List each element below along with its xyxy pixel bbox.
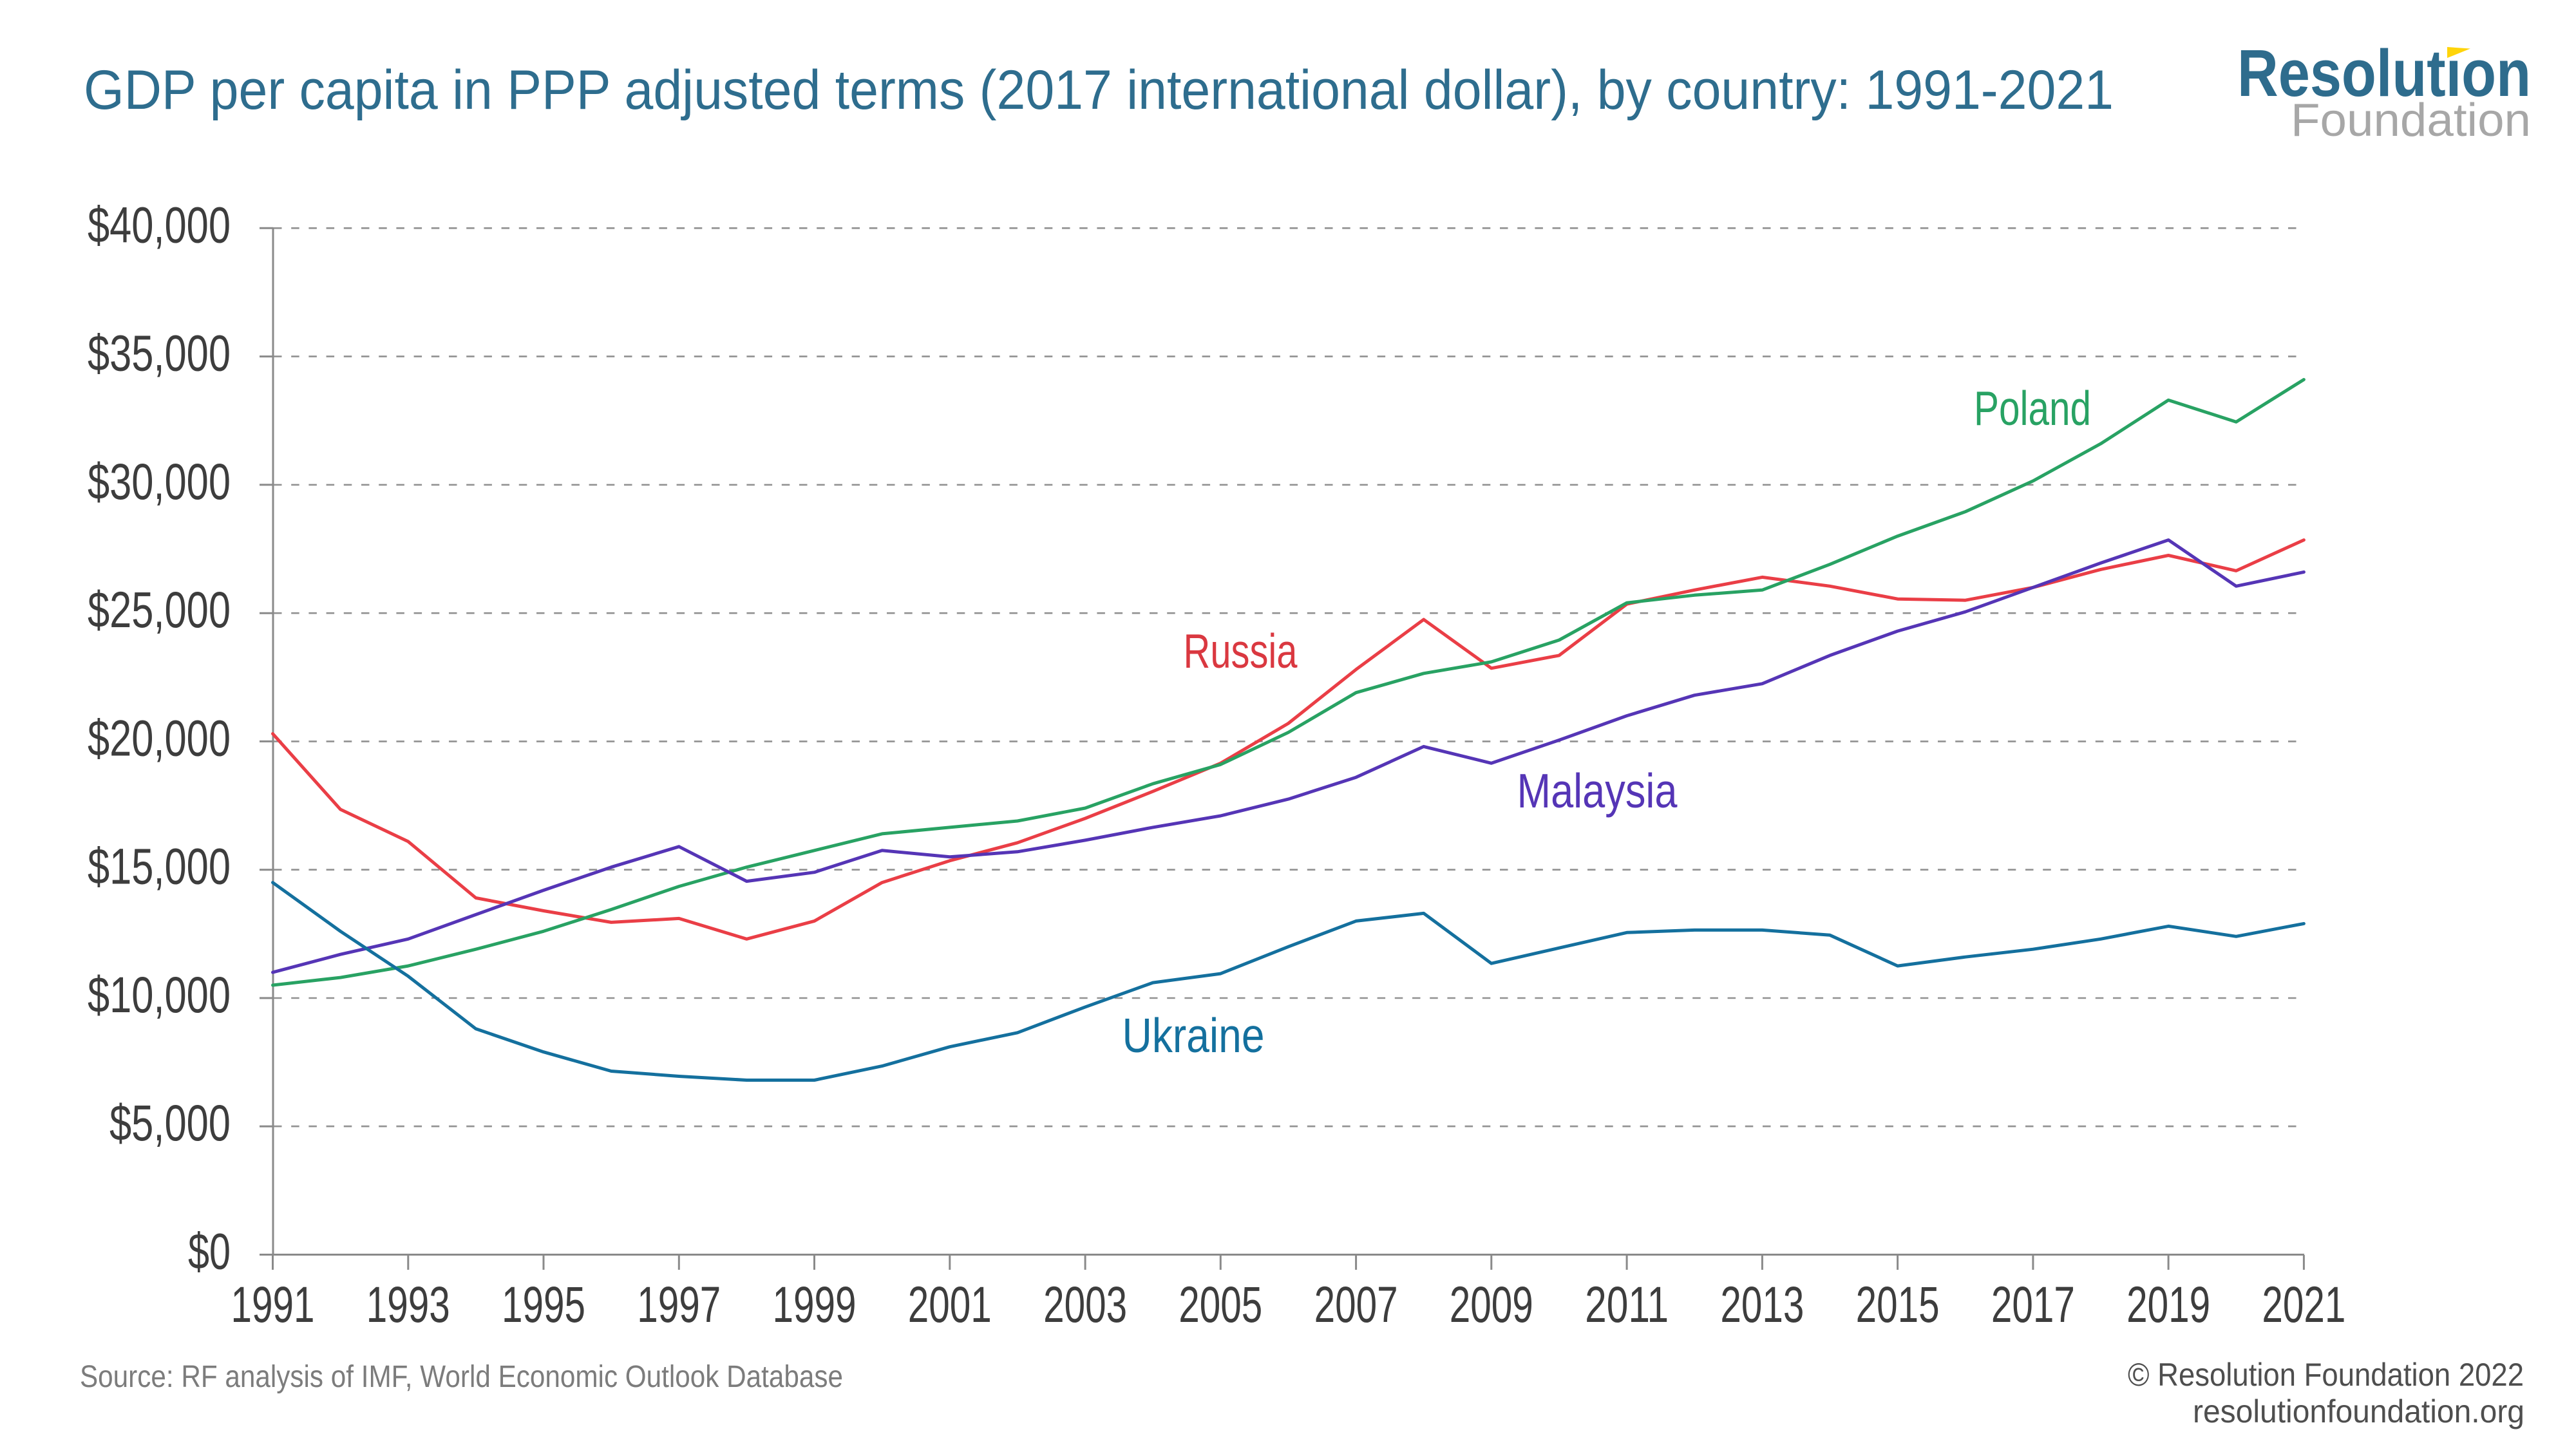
svg-text:Poland: Poland bbox=[1974, 381, 2091, 435]
svg-text:1997: 1997 bbox=[637, 1276, 721, 1333]
svg-text:Foundation: Foundation bbox=[2291, 95, 2531, 146]
svg-text:2011: 2011 bbox=[1585, 1276, 1669, 1333]
svg-text:1999: 1999 bbox=[773, 1276, 857, 1333]
svg-text:2021: 2021 bbox=[2262, 1276, 2345, 1333]
svg-text:$25,000: $25,000 bbox=[88, 581, 231, 638]
svg-text:$5,000: $5,000 bbox=[109, 1094, 231, 1151]
svg-text:Russia: Russia bbox=[1184, 624, 1298, 678]
svg-text:2017: 2017 bbox=[1991, 1276, 2075, 1333]
svg-text:© Resolution Foundation 2022: © Resolution Foundation 2022 bbox=[2128, 1357, 2524, 1393]
svg-text:Malaysia: Malaysia bbox=[1517, 764, 1678, 818]
svg-text:1995: 1995 bbox=[502, 1276, 585, 1333]
svg-text:GDP per capita in PPP adjusted: GDP per capita in PPP adjusted terms (20… bbox=[84, 59, 2114, 121]
svg-text:$30,000: $30,000 bbox=[88, 453, 231, 510]
svg-text:1991: 1991 bbox=[231, 1276, 315, 1333]
svg-text:Ukraine: Ukraine bbox=[1122, 1008, 1265, 1062]
svg-text:1993: 1993 bbox=[366, 1276, 450, 1333]
svg-text:2013: 2013 bbox=[1720, 1276, 1804, 1333]
svg-text:$40,000: $40,000 bbox=[88, 196, 231, 253]
svg-text:2005: 2005 bbox=[1179, 1276, 1262, 1333]
svg-text:$10,000: $10,000 bbox=[88, 966, 231, 1023]
svg-text:$0: $0 bbox=[188, 1223, 231, 1280]
svg-text:Resolutıon: Resolutıon bbox=[2237, 36, 2531, 110]
svg-text:2019: 2019 bbox=[2126, 1276, 2210, 1333]
svg-text:$35,000: $35,000 bbox=[88, 325, 231, 382]
svg-text:resolutionfoundation.org: resolutionfoundation.org bbox=[2193, 1393, 2524, 1429]
svg-text:2001: 2001 bbox=[908, 1276, 992, 1333]
svg-text:2003: 2003 bbox=[1043, 1276, 1127, 1333]
svg-text:2015: 2015 bbox=[1856, 1276, 1940, 1333]
svg-text:2007: 2007 bbox=[1314, 1276, 1398, 1333]
svg-text:$20,000: $20,000 bbox=[88, 709, 231, 766]
svg-text:$15,000: $15,000 bbox=[88, 838, 231, 895]
svg-text:Source: RF analysis of IMF, Wo: Source: RF analysis of IMF, World Econom… bbox=[80, 1360, 843, 1394]
svg-text:2009: 2009 bbox=[1450, 1276, 1533, 1333]
